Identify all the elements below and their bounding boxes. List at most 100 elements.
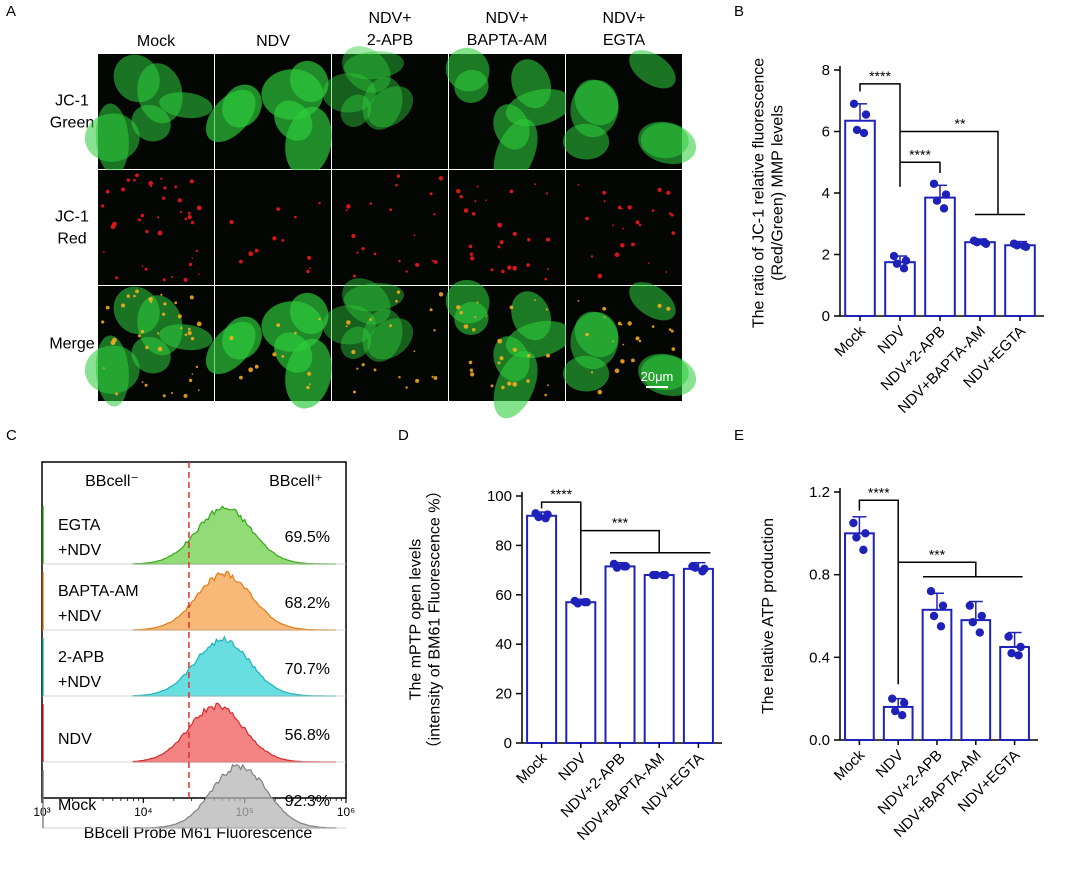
panel-letter-e: E [734,427,744,444]
red-spot [188,378,193,383]
red-spot [162,278,166,282]
red-spot [512,381,518,387]
data-point [888,694,897,703]
significance-bracket [900,161,941,174]
red-spot [527,354,531,358]
series-label: EGTA +NDV [58,517,101,559]
y-tick-label: 80 [495,537,512,554]
red-spot [177,314,182,319]
tile-background [449,170,565,285]
green-cell [342,46,391,93]
red-spot [309,267,311,269]
micrograph-row-label: JC-1 Green [50,93,94,132]
x-tick-label: 10⁶ [337,805,355,819]
red-spot [105,189,110,194]
red-spot [527,238,531,242]
red-spot [429,308,433,312]
bar [565,601,597,745]
red-spot [544,277,547,281]
red-spot [497,245,501,249]
red-spot [415,378,420,383]
red-spot [105,305,110,310]
green-cell [570,79,619,138]
red-spot [184,333,188,337]
data-point [901,256,911,265]
red-spot [627,205,632,210]
red-spot [281,239,285,242]
red-spot [188,262,193,267]
y-axis-label: The relative ATP production [760,518,777,714]
red-spot [272,352,277,357]
red-spot [171,276,173,278]
red-spot [187,331,192,336]
data-point [652,570,661,580]
red-spot [474,200,477,203]
panel-letter-d: D [398,427,409,444]
significance-bracket [858,499,899,685]
micrograph-column-label: NDV+ EGTA [602,10,645,49]
red-spot [602,190,607,195]
data-point [899,264,909,273]
green-cell [640,123,689,159]
green-cell [343,283,405,312]
red-spot [657,303,662,308]
data-point [1004,632,1013,641]
green-cell [629,282,676,321]
significance-marker: ** [955,116,966,132]
tile-background [332,286,448,401]
series-percent: 56.8% [285,727,330,744]
significance-bracket [859,83,901,187]
micrograph-column-label: NDV [256,33,290,50]
red-spot [405,270,408,273]
red-spot [137,218,141,222]
green-cell [159,324,213,351]
y-tick-label: 0.4 [809,649,830,666]
x-tick-label: NDV [874,323,908,357]
red-spot [666,306,671,311]
red-spot [415,262,420,267]
green-cell [289,60,329,103]
green-cell [322,305,376,345]
micrograph-tile [445,279,572,419]
red-spot [497,338,503,344]
micrograph-tile [445,47,572,187]
red-spot [140,329,145,334]
red-spot [438,292,444,297]
data-point [965,601,974,610]
significance-bracket [898,561,977,577]
red-spot [351,233,356,239]
red-spot [468,360,473,365]
red-spot [526,379,530,383]
tile-background [332,54,448,169]
series-percent: 68.2% [285,595,330,612]
tile-background [98,170,214,285]
red-spot [353,274,356,278]
bar [604,565,636,745]
bar [1004,244,1036,317]
red-spot [459,311,463,315]
red-spot [112,221,117,227]
red-spot [469,368,474,372]
green-cell [342,278,391,325]
red-spot [196,205,202,211]
significance-marker: *** [612,515,629,531]
y-tick-label: 4 [822,185,830,202]
red-spot [499,356,504,361]
data-point [859,128,869,138]
micrograph-tile [205,54,332,177]
tile-background [566,170,682,285]
red-spot [463,208,469,213]
red-spot [617,205,622,210]
red-spot [585,216,589,221]
red-spot [133,294,136,298]
red-spot [115,392,119,396]
red-spot [405,386,408,389]
red-spot [603,316,606,319]
red-spot [389,208,392,212]
data-point [859,545,868,555]
red-spot [597,273,603,279]
red-spot [544,393,547,397]
red-spot [306,269,310,274]
bar [884,261,916,317]
red-spot [346,320,351,325]
